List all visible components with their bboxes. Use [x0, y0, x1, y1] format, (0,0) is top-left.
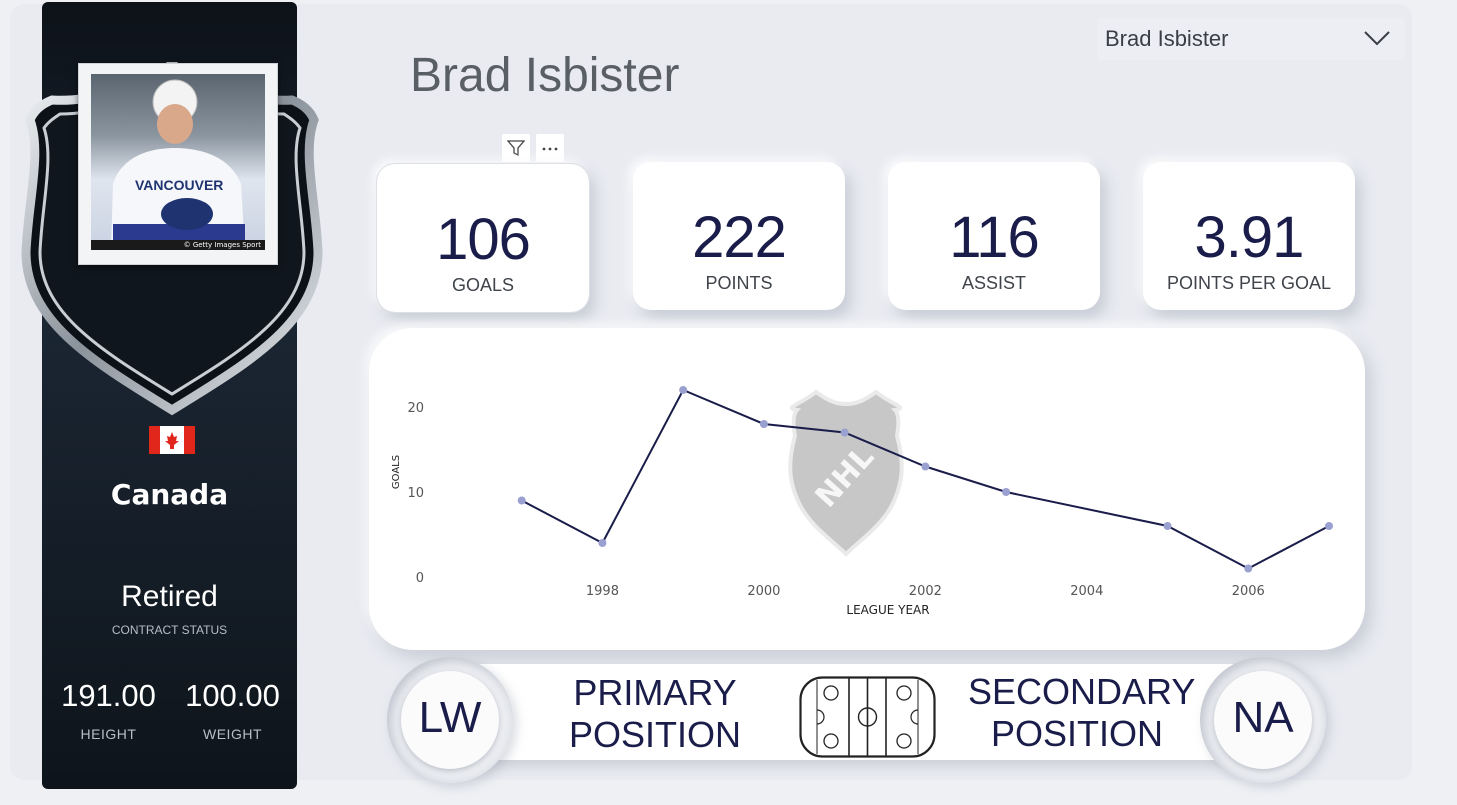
photo-credit: © Getty Images Sport	[91, 240, 265, 250]
kpi-points-label: POINTS	[705, 273, 773, 293]
data-point[interactable]	[1163, 522, 1172, 530]
primary-position-code: LW	[418, 693, 482, 742]
primary-title-line2: POSITION	[568, 714, 742, 755]
kpi-assist-value: 116	[949, 205, 1039, 270]
kpi-card-points[interactable]: 222 POINTS	[633, 162, 845, 310]
contract-status-value: Retired	[121, 580, 218, 613]
secondary-position-badge: NA	[1200, 657, 1326, 783]
height-label: HEIGHT	[80, 726, 137, 742]
player-slicer-dropdown[interactable]: Brad Isbister	[1097, 18, 1405, 60]
x-tick-label: 2004	[1070, 584, 1103, 599]
data-point[interactable]	[1002, 488, 1011, 496]
filter-icon	[507, 140, 525, 157]
kpi-ppg-value: 3.91	[1194, 205, 1305, 270]
canada-flag-icon	[149, 426, 195, 454]
secondary-position-code: NA	[1232, 693, 1294, 742]
chevron-down-icon[interactable]	[1363, 28, 1391, 48]
kpi-ppg-label: POINTS PER GOAL	[1166, 273, 1332, 293]
data-point[interactable]	[679, 386, 688, 394]
data-point[interactable]	[759, 420, 768, 428]
contract-status-label: CONTRACT STATUS	[111, 623, 228, 637]
kpi-card-goals[interactable]: 106 GOALS	[376, 163, 590, 313]
x-tick-label: 1998	[586, 584, 619, 599]
height-value: 191.00	[61, 678, 156, 713]
x-tick-label: 2006	[1232, 584, 1265, 599]
more-options-button[interactable]	[536, 134, 564, 162]
player-photo: VANCOUVER © Getty Images Sport	[78, 63, 278, 265]
kpi-goals-value: 106	[436, 207, 531, 272]
kpi-card-assist[interactable]: 116 ASSIST	[888, 162, 1100, 310]
secondary-title-line2: POSITION	[990, 713, 1164, 754]
player-slicer-value: Brad Isbister	[1105, 26, 1229, 51]
country-name: Canada	[110, 478, 229, 511]
goals-series-line	[521, 388, 1330, 570]
y-axis-title: GOALS	[391, 455, 402, 489]
kpi-card-points-per-goal[interactable]: 3.91 POINTS PER GOAL	[1143, 162, 1355, 310]
primary-position-badge: LW	[387, 657, 513, 783]
filter-button[interactable]	[502, 134, 530, 162]
player-photo-illustration: VANCOUVER	[111, 79, 245, 250]
primary-position-title: PRIMARY POSITION	[560, 672, 750, 756]
secondary-position-title: SECONDARY POSITION	[968, 671, 1196, 755]
y-tick-label: 10	[407, 486, 424, 501]
data-point[interactable]	[1244, 564, 1253, 573]
primary-title-line1: PRIMARY	[573, 672, 737, 713]
y-tick-label: 20	[407, 401, 424, 416]
hockey-rink-icon	[799, 676, 936, 758]
data-point[interactable]	[921, 462, 930, 471]
kpi-goals-label: GOALS	[451, 275, 515, 295]
jersey-text: VANCOUVER	[135, 177, 223, 193]
x-axis-title: LEAGUE YEAR	[846, 603, 929, 617]
y-tick-label: 0	[416, 571, 424, 586]
goals-line-chart: NHL 1998 2000 2002 2004 2006 0 10 20 LEAGUE YEA…	[391, 386, 1333, 617]
x-tick-label: 2000	[747, 584, 780, 599]
nhl-watermark-icon: NHL	[788, 389, 904, 557]
x-tick-label: 2002	[909, 584, 942, 599]
data-point[interactable]	[598, 539, 607, 547]
data-point[interactable]	[1325, 522, 1333, 530]
secondary-title-line1: SECONDARY	[968, 671, 1196, 712]
more-options-icon	[542, 147, 558, 151]
data-point[interactable]	[840, 428, 849, 437]
player-sidebar: VANCOUVER © Getty Images Sport Canada Re…	[21, 2, 323, 789]
weight-value: 100.00	[185, 678, 280, 713]
data-point[interactable]	[517, 496, 526, 505]
kpi-points-value: 222	[692, 205, 787, 270]
kpi-assist-label: ASSIST	[961, 273, 1027, 293]
goals-line-chart-card[interactable]: NHL 1998 2000 2002 2004 2006 0 10 20 LEAGUE YEA…	[369, 328, 1365, 650]
page-title: Brad Isbister	[410, 49, 680, 102]
weight-label: WEIGHT	[203, 726, 262, 742]
